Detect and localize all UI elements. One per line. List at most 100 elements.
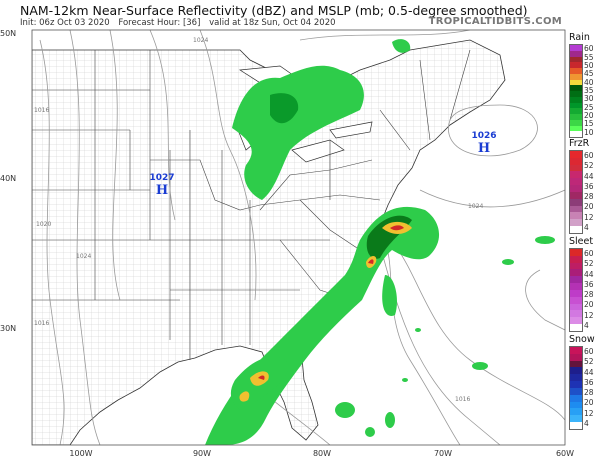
legend-colorbar: 60 52 44 36 28 20 12 4 bbox=[569, 346, 594, 430]
legend-swatch bbox=[570, 114, 582, 120]
legend-label: 52 bbox=[584, 161, 594, 171]
legend-swatch bbox=[570, 119, 582, 126]
svg-text:1016: 1016 bbox=[34, 320, 49, 327]
map-frame bbox=[31, 29, 566, 446]
state-borders bbox=[32, 49, 471, 360]
legend-swatch bbox=[570, 374, 582, 382]
legend-swatch bbox=[570, 367, 582, 375]
legend-swatch bbox=[570, 96, 582, 103]
precipitation-field bbox=[205, 39, 555, 445]
legend-label: 36 bbox=[584, 279, 594, 289]
legend-label: 35 bbox=[584, 86, 594, 95]
legend-title: Snow bbox=[569, 334, 595, 345]
legend-swatch bbox=[570, 191, 582, 199]
legend-label: 25 bbox=[584, 102, 594, 112]
legend-swatch bbox=[570, 185, 582, 192]
legend-label: 28 bbox=[584, 388, 594, 398]
legend-swatch bbox=[570, 226, 582, 233]
legend-label: 20 bbox=[584, 398, 594, 408]
legend-swatch bbox=[570, 289, 582, 297]
high-symbol: H bbox=[156, 183, 168, 198]
legend-swatch bbox=[570, 324, 582, 331]
legend-label: 20 bbox=[584, 300, 594, 310]
svg-text:1024: 1024 bbox=[468, 203, 483, 210]
legend-label: 12 bbox=[584, 408, 594, 418]
legend-swatch bbox=[570, 56, 582, 63]
legend-label: 4 bbox=[584, 418, 589, 428]
legend-swatch bbox=[570, 262, 582, 270]
lon-label-70w: 70W bbox=[433, 449, 453, 458]
legend-swatch bbox=[570, 317, 582, 325]
legend-colorbar: 60 52 44 36 28 20 12 4 bbox=[569, 248, 594, 332]
legend-swatch bbox=[570, 102, 582, 109]
legend-swatch bbox=[570, 212, 582, 220]
legend-swatch bbox=[570, 310, 582, 318]
legend-swatch bbox=[570, 387, 582, 395]
legend-label: 4 bbox=[584, 222, 589, 232]
legend-label: 44 bbox=[584, 171, 594, 181]
legend-swatch bbox=[570, 303, 582, 311]
legend-label: 52 bbox=[584, 259, 594, 269]
legend-swatch bbox=[570, 276, 582, 284]
legend-label: 60 bbox=[584, 44, 594, 54]
legend-label: 4 bbox=[584, 320, 589, 330]
pressure-value: 1027 bbox=[149, 173, 174, 183]
legend-swatch bbox=[570, 79, 582, 86]
svg-text:1024: 1024 bbox=[76, 253, 91, 260]
legend-swatch bbox=[570, 50, 582, 57]
legend-swatch bbox=[570, 394, 582, 402]
legend-label: 60 bbox=[584, 347, 594, 357]
svg-text:1020: 1020 bbox=[36, 221, 51, 228]
legend-label: 20 bbox=[584, 202, 594, 212]
high-pressure-center-1: 1027 H bbox=[149, 173, 174, 198]
lat-label-40n: 40N bbox=[0, 174, 17, 183]
legend-label: 40 bbox=[584, 77, 594, 87]
svg-text:1024: 1024 bbox=[193, 37, 208, 44]
lon-label-100w: 100W bbox=[69, 449, 93, 458]
legend-label: 60 bbox=[584, 249, 594, 259]
legend-swatch bbox=[570, 205, 582, 213]
high-pressure-center-2: 1026 H bbox=[471, 131, 496, 156]
pressure-value: 1026 bbox=[471, 131, 496, 141]
legend-swatch bbox=[570, 85, 582, 91]
svg-text:1016: 1016 bbox=[455, 396, 470, 403]
legend-swatch bbox=[570, 269, 582, 277]
legend-swatch bbox=[570, 408, 582, 416]
legend-swatch bbox=[570, 381, 582, 388]
svg-text:1016: 1016 bbox=[34, 107, 49, 114]
legend-label: 10 bbox=[584, 127, 594, 137]
legend-swatch bbox=[570, 62, 582, 68]
legend-label: 12 bbox=[584, 212, 594, 222]
legend-label: 36 bbox=[584, 377, 594, 387]
high-symbol: H bbox=[478, 141, 490, 156]
legend-title: Rain bbox=[569, 32, 590, 43]
legend-swatch bbox=[570, 73, 582, 80]
legend-colorbar: 60 52 44 36 28 20 12 4 bbox=[569, 150, 594, 234]
legend-swatch bbox=[570, 178, 582, 186]
legend-label: 55 bbox=[584, 52, 594, 62]
legend-label: 15 bbox=[584, 119, 594, 129]
forecast-hour: Forecast Hour: [36] bbox=[118, 18, 201, 28]
legend-swatch bbox=[570, 91, 582, 97]
lon-label-90w: 90W bbox=[192, 449, 212, 458]
legend-sleet: Sleet 60 52 44 36 28 20 12 4 bbox=[569, 236, 599, 332]
legend-label: 52 bbox=[584, 357, 594, 367]
legend-swatch bbox=[570, 68, 582, 74]
legend-swatch bbox=[570, 401, 582, 409]
map-title: NAM-12km Near-Surface Reflectivity (dBZ)… bbox=[20, 3, 528, 18]
legend-swatch bbox=[570, 125, 582, 132]
legend-swatch bbox=[570, 283, 582, 290]
legend-label: 45 bbox=[584, 69, 594, 79]
brand-watermark: TROPICALTIDBITS.COM bbox=[428, 16, 562, 27]
legend-swatch bbox=[570, 415, 582, 423]
legend-label: 30 bbox=[584, 94, 594, 104]
init-time: Init: 06z Oct 03 2020 bbox=[20, 18, 110, 28]
legend-swatch bbox=[570, 360, 582, 368]
lon-label-80w: 80W bbox=[312, 449, 332, 458]
legend-title: Sleet bbox=[569, 236, 594, 247]
map-subtitle: Init: 06z Oct 03 2020 Forecast Hour: [36… bbox=[20, 18, 342, 28]
legend-swatch bbox=[570, 151, 582, 158]
legend-swatch bbox=[570, 131, 582, 137]
legend-swatch bbox=[570, 164, 582, 172]
legend-swatch bbox=[570, 157, 582, 165]
